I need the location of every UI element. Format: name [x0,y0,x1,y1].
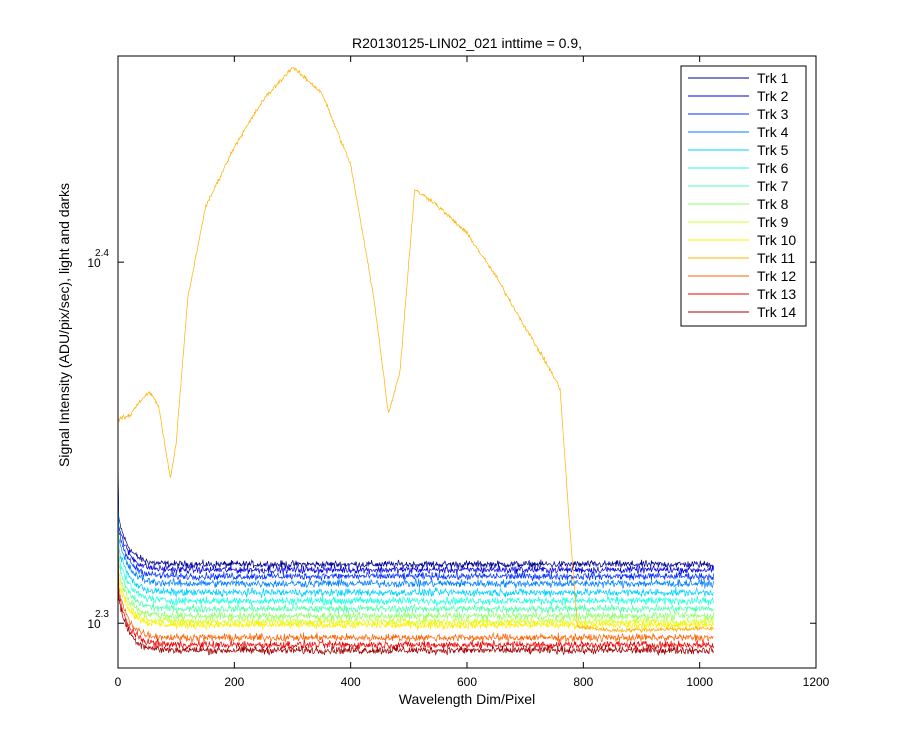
legend: Trk 1 Trk 2 Trk 3 Trk 4 Trk 5 Trk 6 Trk 7 Trk 8… [680,65,807,327]
x-tick-label: 200 [224,675,244,689]
legend-label: Trk 10 [757,232,796,248]
series-line-trk-7 [118,504,714,614]
x-tick-label: 800 [573,675,593,689]
legend-label: Trk 7 [757,178,789,194]
chart-title: R20130125-LIN02_021 inttime = 0.9, [352,35,582,51]
series-line-trk-13 [118,525,714,651]
series-line-trk-1 [118,456,714,570]
legend-label: Trk 13 [757,286,796,302]
series-line-trk-10 [118,518,714,631]
y-tick-label-exponent: 2.3 [95,609,109,620]
series-line-trk-11 [118,67,714,634]
legend-label: Trk 14 [757,304,796,320]
legend-label: Trk 9 [757,214,789,230]
y-tick-label-base: 10 [87,256,101,270]
legend-label: Trk 6 [757,160,789,176]
series-line-trk-8 [118,511,714,622]
series-layer [118,67,714,656]
x-tick-label: 0 [115,675,122,689]
x-tick-label: 1200 [803,675,830,689]
legend-label: Trk 12 [757,268,796,284]
series-line-trk-3 [118,471,714,582]
y-axis-label: Signal Intensity (ADU/pix/sec), light an… [56,183,72,467]
x-tick-label: 1000 [686,675,713,689]
legend-label: Trk 5 [757,142,789,158]
x-tick-label: 400 [341,675,361,689]
series-line-trk-6 [118,495,714,608]
y-tick-label-exponent: 2.4 [95,248,109,259]
y-tick-label-base: 10 [87,617,101,631]
series-line-trk-9 [118,516,714,627]
series-line-trk-4 [118,478,714,590]
series-line-trk-14 [118,529,714,656]
legend-box [680,65,807,327]
legend-label: Trk 1 [757,70,789,86]
series-line-trk-2 [118,464,714,575]
x-axis-label: Wavelength Dim/Pixel [399,691,535,707]
legend-label: Trk 8 [757,196,789,212]
legend-label: Trk 11 [757,250,795,266]
x-axis: 0 200 400 600 800 1000 1200 [115,56,830,689]
legend-label: Trk 3 [757,106,789,122]
series-line-trk-12 [118,522,714,644]
series-line-trk-5 [118,486,714,599]
x-tick-label: 600 [457,675,477,689]
legend-label: Trk 2 [757,88,789,104]
legend-label: Trk 4 [757,124,789,140]
